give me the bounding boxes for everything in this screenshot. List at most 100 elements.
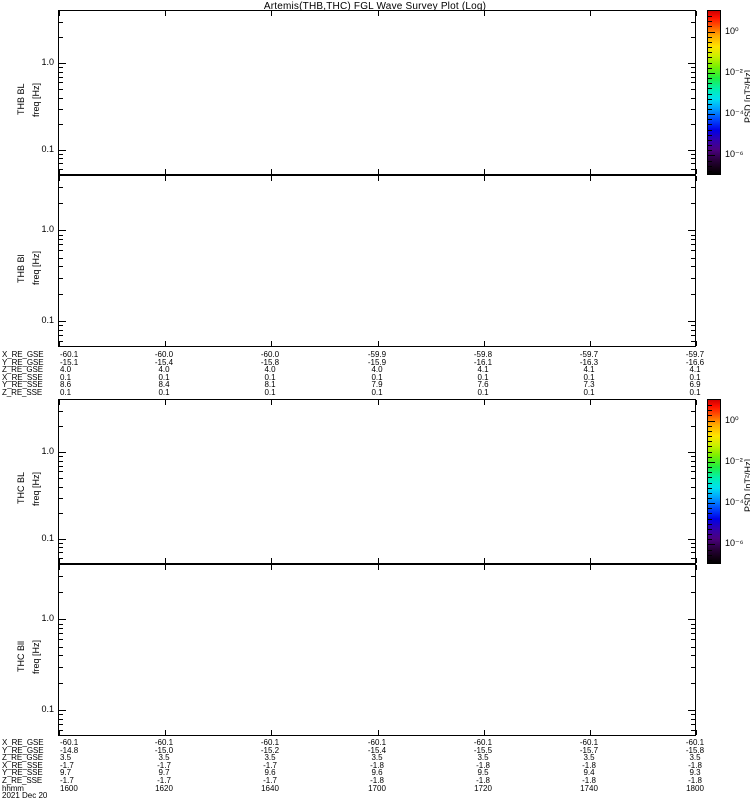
colorbar-minor-tick	[708, 83, 712, 84]
bottom-annotation-row-label: Z_RE_SSE	[2, 776, 43, 785]
x-axis-tick-bottom	[378, 341, 379, 346]
middle-annotation-value: 8.1	[264, 380, 276, 390]
y-axis-major-tick-right	[688, 230, 695, 231]
x-axis-tick-top	[59, 11, 60, 16]
y-axis-title: freq [Hz]	[31, 639, 41, 674]
y-axis-minor-tick-right	[691, 124, 695, 125]
y-axis-minor-tick-right	[691, 330, 695, 331]
y-axis-minor-tick-right	[691, 235, 695, 236]
bottom-annotation-value: 9.3	[689, 768, 701, 778]
bottom-annotation-value: 9.6	[264, 768, 276, 778]
x-axis-tick-top	[696, 11, 697, 16]
y-axis-minor-tick	[59, 487, 63, 488]
y-axis-minor-tick	[59, 335, 63, 336]
bottom-annotation-value: 9.7	[60, 768, 72, 778]
bottom-annotation-value: -1.7	[263, 776, 277, 785]
y-axis-minor-tick	[59, 278, 63, 279]
panel-thc-bl[interactable]	[58, 399, 697, 564]
colorbar-minor-tick	[708, 539, 712, 540]
y-axis-minor-tick	[59, 724, 63, 725]
colorbar-thc[interactable]	[707, 399, 721, 564]
colorbar-thb[interactable]	[707, 10, 721, 175]
middle-annotation-value: -15.8	[260, 357, 280, 367]
colorbar-minor-tick	[708, 462, 712, 463]
colorbar-minor-tick	[708, 529, 712, 530]
panel-thc-bl-perp[interactable]	[58, 564, 697, 736]
bottom-annotation-row-label: Z_RE_GSE	[2, 753, 43, 763]
y-axis-minor-tick-right	[691, 244, 695, 245]
bottom-annotation-value: -1.8	[688, 776, 702, 785]
bottom-annotation-value: -15.7	[579, 745, 599, 755]
y-axis-minor-tick	[59, 633, 63, 634]
y-axis-minor-tick-right	[691, 335, 695, 336]
colorbar-minor-tick	[708, 472, 712, 473]
colorbar-minor-tick	[708, 150, 712, 151]
bottom-annotation-value: -1.7	[157, 760, 171, 770]
x-axis-tick-bottom	[165, 730, 166, 735]
x-axis-tick-top	[59, 400, 60, 405]
middle-annotation-value: 7.6	[477, 380, 489, 390]
y-axis-tick-label: 0.1	[41, 144, 54, 154]
y-axis-major-tick-right	[688, 539, 695, 540]
middle-annotation-value: 0.1	[371, 388, 383, 397]
x-axis-tick-bottom	[59, 169, 60, 174]
y-axis-minor-tick	[59, 639, 63, 640]
colorbar-minor-tick	[708, 57, 712, 58]
y-axis-major-tick	[59, 710, 66, 711]
middle-annotation-value: 7.9	[371, 380, 383, 390]
bottom-annotation-row-label: X_RE_SSE	[2, 760, 43, 770]
x-axis-tick-bottom	[484, 730, 485, 735]
colorbar-minor-tick	[708, 52, 712, 53]
bottom-annotation-value: -60.1	[154, 738, 174, 747]
colorbar-minor-tick	[708, 560, 712, 561]
colorbar-minor-tick	[708, 21, 712, 22]
colorbar-minor-tick	[708, 519, 712, 520]
middle-annotation-value: 0.1	[158, 372, 170, 382]
x-axis-tick-bottom	[271, 558, 272, 563]
x-axis-tick-bottom	[696, 558, 697, 563]
middle-annotation-row-label: Y_RE_GSE	[2, 357, 44, 367]
bottom-annotation-value: -15.0	[154, 745, 174, 755]
y-axis-minor-tick-right	[691, 655, 695, 656]
y-axis-tick-label: 0.1	[41, 315, 54, 325]
x-axis-tick-top	[165, 11, 166, 16]
y-axis-major-tick-right	[688, 321, 695, 322]
x-axis-tick-top	[590, 176, 591, 181]
bottom-annotation-value: -1.7	[157, 776, 171, 785]
middle-annotation-row-label: X_RE_SSE	[2, 372, 43, 382]
colorbar-minor-tick	[708, 88, 712, 89]
y-axis-minor-tick	[59, 250, 63, 251]
bottom-annotation-value: 9.7	[158, 768, 170, 778]
bottom-annotation-value: 3.5	[583, 753, 595, 763]
x-axis-tick-bottom	[165, 558, 166, 563]
colorbar-minor-tick	[708, 161, 712, 162]
colorbar-minor-tick	[708, 166, 712, 167]
y-axis-minor-tick-right	[691, 266, 695, 267]
bottom-annotation-value: 3.5	[158, 753, 170, 763]
y-axis-minor-tick	[59, 552, 63, 553]
middle-annotation-value: 4.0	[371, 365, 383, 375]
x-axis-tick-top	[59, 565, 60, 570]
x-axis-tick-top	[271, 176, 272, 181]
colorbar-minor-tick	[708, 94, 712, 95]
colorbar-minor-tick	[708, 47, 712, 48]
panel-name-label: THC Bll	[16, 641, 26, 672]
x-axis-tick-top	[271, 400, 272, 405]
bottom-annotation-value: -1.8	[582, 760, 596, 770]
middle-annotation-value: -60.0	[154, 350, 174, 359]
x-axis-tick-top	[590, 565, 591, 570]
colorbar-minor-tick	[708, 109, 712, 110]
colorbar-minor-tick	[708, 457, 712, 458]
middle-annotation-value: 4.1	[477, 365, 489, 375]
y-axis-minor-tick	[59, 647, 63, 648]
y-axis-minor-tick-right	[691, 203, 695, 204]
x-axis-tick-bottom	[165, 169, 166, 174]
colorbar-minor-tick	[708, 171, 712, 172]
colorbar-minor-tick	[708, 483, 712, 484]
panel-thb-bl[interactable]	[58, 10, 697, 175]
bottom-annotation-value: 3.5	[60, 753, 72, 763]
colorbar-minor-tick	[708, 493, 712, 494]
y-axis-minor-tick	[59, 411, 63, 412]
panel-thb-bl-perp[interactable]	[58, 175, 697, 347]
